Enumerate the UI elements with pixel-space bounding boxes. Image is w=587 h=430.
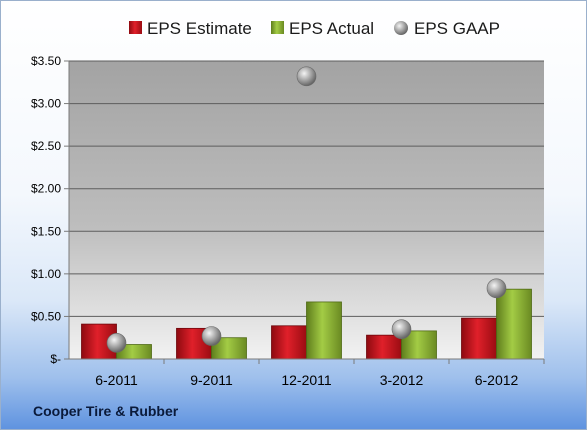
y-axis-ticks: $- $0.50 $1.00 $1.50 $2.00 $2.50 $3.00 $3.50 <box>31 54 69 366</box>
marker-eps-gaap <box>486 278 507 299</box>
legend-label-eps-estimate: EPS Estimate <box>147 19 252 38</box>
bar-eps-actual <box>496 288 532 360</box>
bar-eps-actual <box>306 301 342 360</box>
legend-label-eps-gaap: EPS GAAP <box>414 19 500 38</box>
marker-eps-gaap <box>296 66 317 87</box>
y-tick-label: $1.00 <box>31 267 61 281</box>
y-tick-label: $0.50 <box>31 309 61 323</box>
gridlines <box>69 60 544 317</box>
x-tick-label: 9-2011 <box>190 372 233 388</box>
bar-eps-estimate <box>366 334 402 360</box>
y-tick-label: $- <box>50 352 61 366</box>
bar-eps-estimate <box>271 325 307 360</box>
y-tick-label: $1.50 <box>31 224 61 238</box>
legend-swatch-eps-gaap <box>394 21 408 35</box>
y-tick-label: $3.50 <box>31 54 61 68</box>
legend-swatch-eps-estimate <box>129 21 142 34</box>
x-tick-label: 12-2011 <box>281 372 332 388</box>
x-tick-label: 6-2012 <box>475 372 519 388</box>
y-tick-label: $2.50 <box>31 139 61 153</box>
x-tick-label: 3-2012 <box>380 372 424 388</box>
marker-eps-gaap <box>201 326 222 346</box>
marker-eps-gaap <box>391 319 412 340</box>
gaap-markers <box>106 66 507 353</box>
x-tick-label: 6-2011 <box>95 372 138 388</box>
y-tick-label: $2.00 <box>31 182 61 196</box>
y-tick-label: $3.00 <box>31 97 61 111</box>
bar-eps-actual <box>401 330 437 360</box>
bar-eps-estimate <box>461 317 497 360</box>
bars <box>81 288 532 360</box>
legend-label-eps-actual: EPS Actual <box>289 19 374 38</box>
marker-eps-gaap <box>106 333 127 353</box>
legend: EPS Estimate EPS Actual EPS GAAP <box>129 19 500 38</box>
x-axis-ticks: 6-2011 9-2011 12-2011 3-2012 6-2012 <box>95 359 545 388</box>
legend-swatch-eps-actual <box>271 21 284 34</box>
company-label: Cooper Tire & Rubber <box>33 403 179 419</box>
